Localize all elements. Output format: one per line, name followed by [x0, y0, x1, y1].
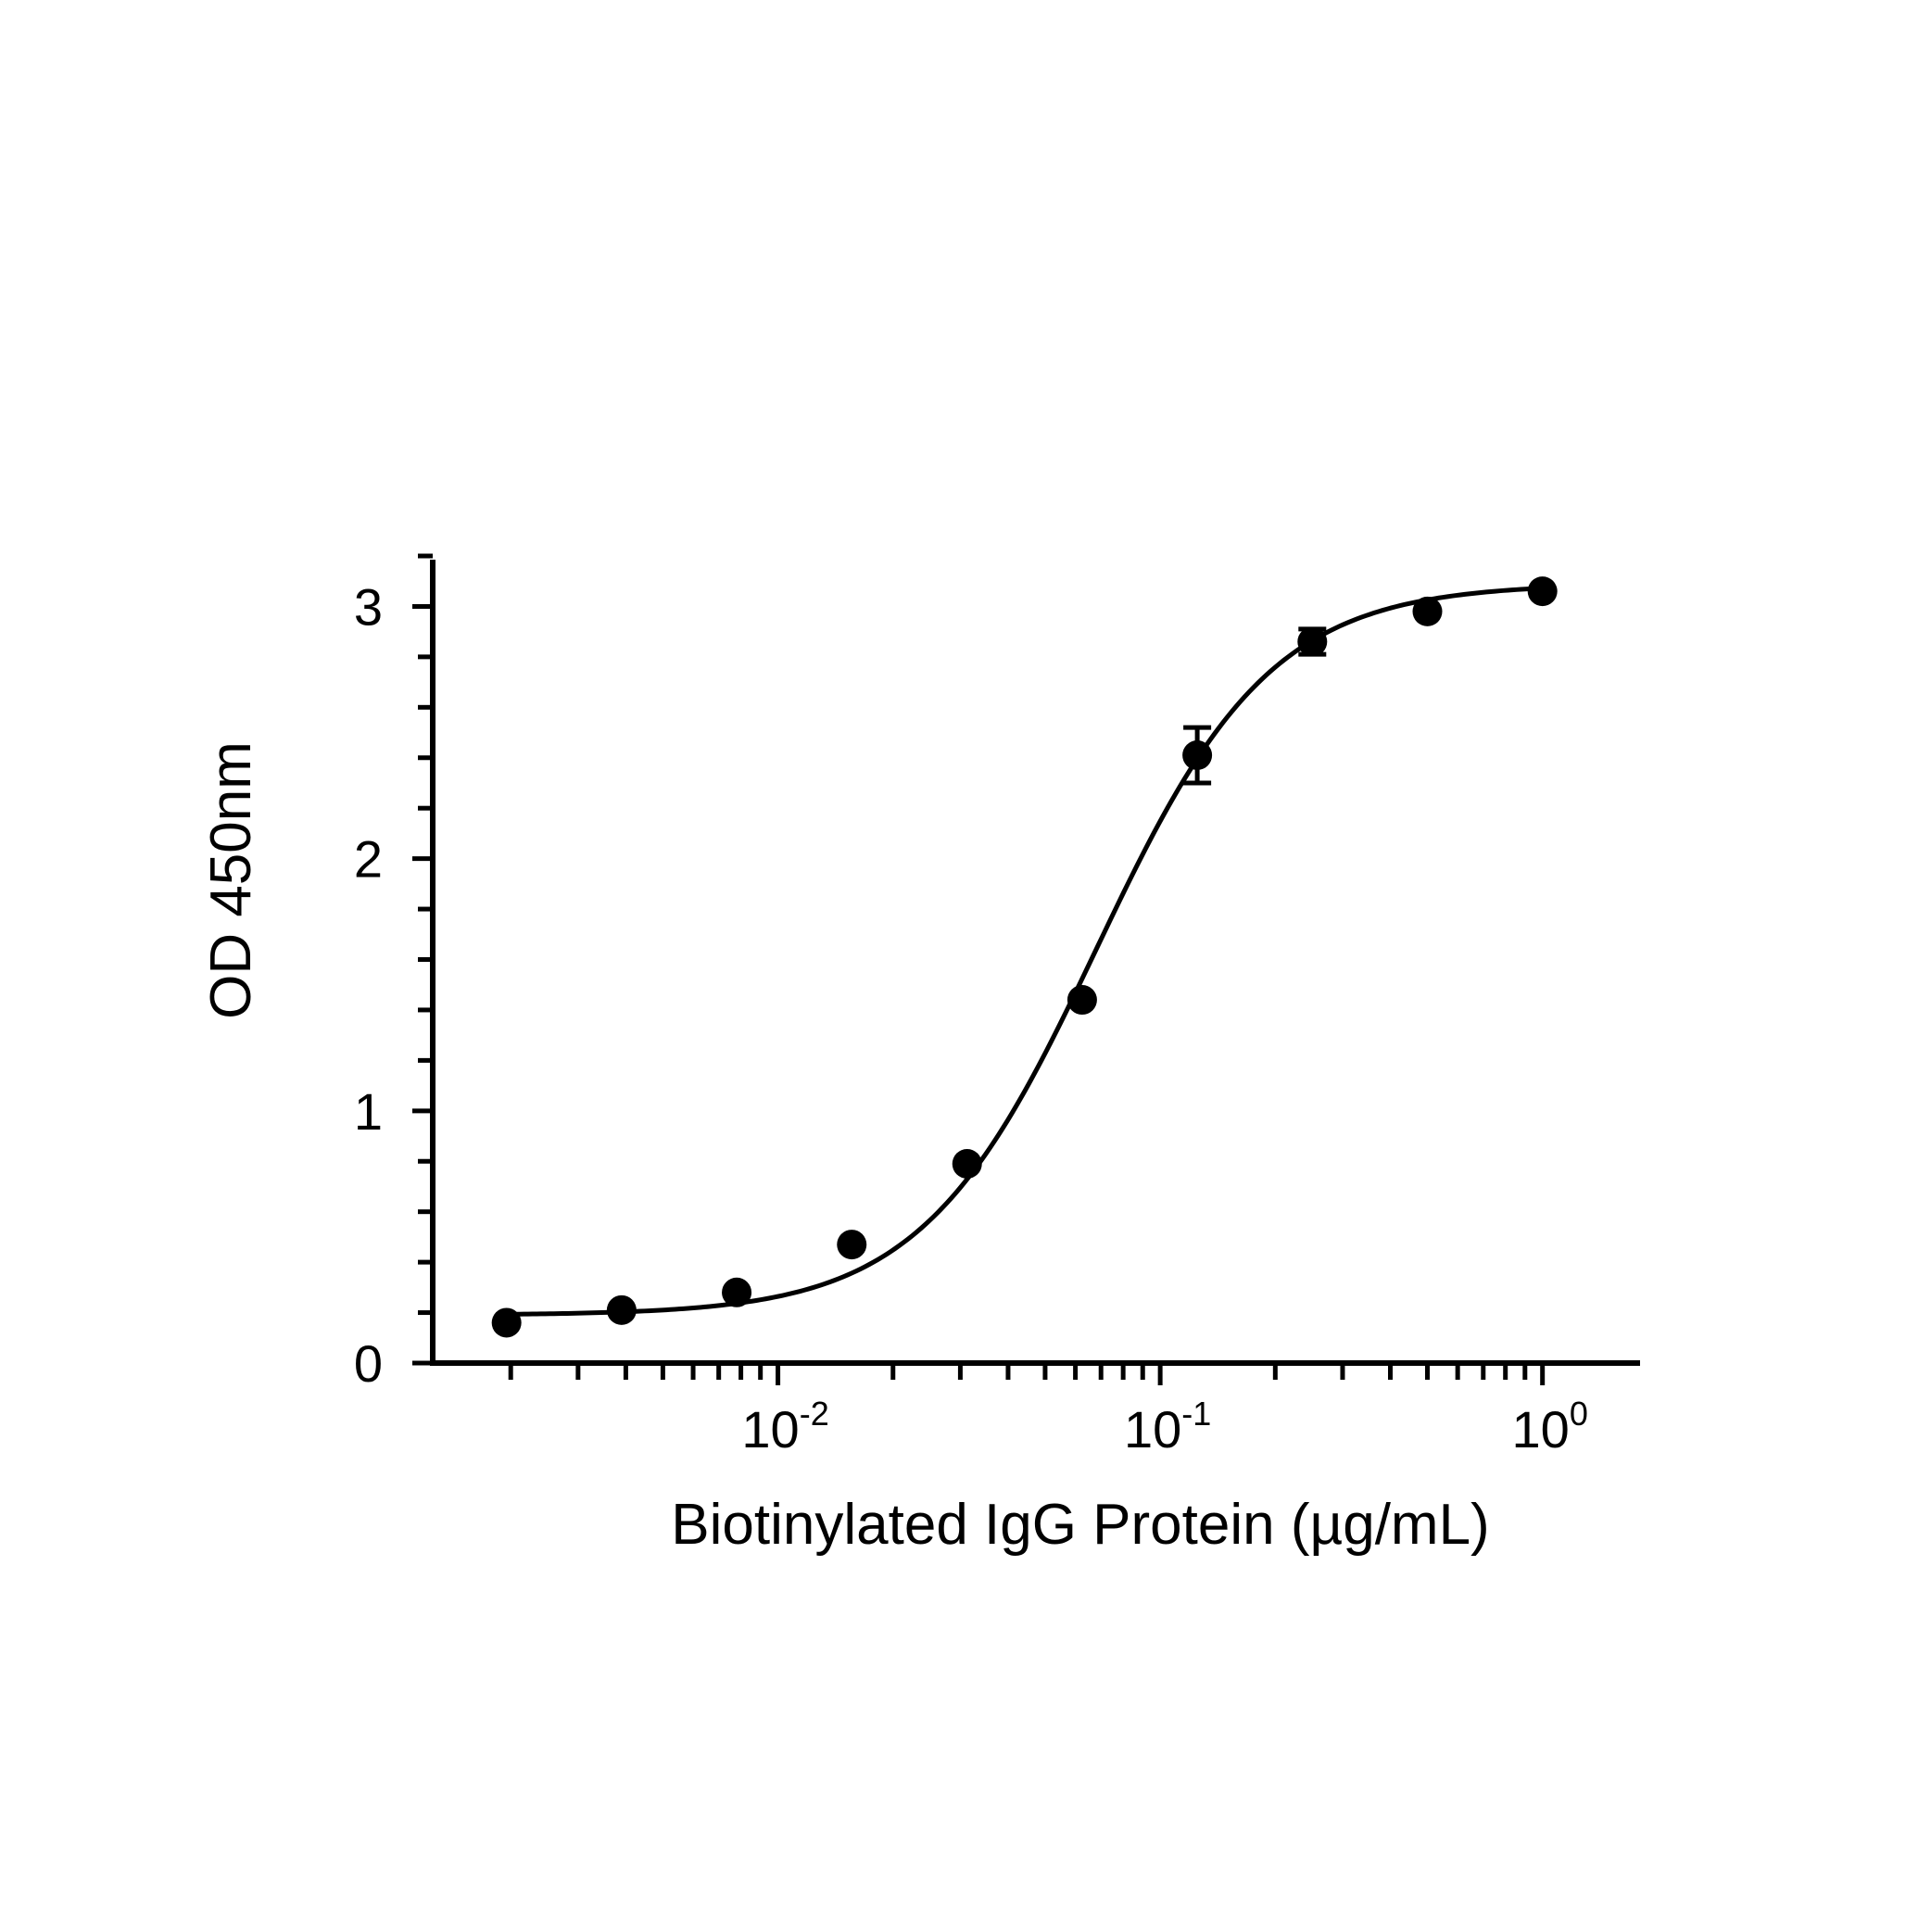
axes-layer	[430, 560, 1640, 1366]
x-tick-label-exponent: -2	[800, 1395, 829, 1433]
data-point	[1182, 740, 1213, 771]
data-point	[1527, 576, 1558, 607]
data-point	[722, 1277, 752, 1307]
fit-curve	[506, 586, 1543, 1317]
data-point	[952, 1148, 982, 1179]
data-point	[837, 1230, 867, 1260]
x-tick-label-exponent: 0	[1570, 1395, 1588, 1433]
data-point	[606, 1294, 637, 1325]
x-axis-title: Biotinylated IgG Protein (µg/mL)	[671, 1493, 1489, 1557]
x-tick-label-base: 10	[1512, 1400, 1570, 1458]
fit-curve-layer	[506, 586, 1543, 1317]
data-point-layer	[491, 576, 1558, 1338]
x-tick-label: 10-2	[741, 1395, 828, 1458]
y-axis-title: OD 450nm	[199, 741, 263, 1019]
y-tick-label: 3	[354, 577, 383, 636]
y-tick-label: 2	[354, 830, 383, 889]
data-point	[1066, 985, 1097, 1016]
y-tick-label: 1	[354, 1082, 383, 1141]
data-point	[1412, 596, 1443, 626]
y-tick-label: 0	[354, 1334, 383, 1393]
x-tick-label-base: 10	[741, 1400, 799, 1458]
data-point	[1297, 626, 1328, 657]
x-tick-label: 100	[1512, 1395, 1588, 1458]
x-tick-label-base: 10	[1124, 1400, 1181, 1458]
data-point	[491, 1307, 522, 1338]
tick-layer	[412, 553, 1546, 1385]
x-tick-label-exponent: -1	[1181, 1395, 1211, 1433]
x-tick-label: 10-1	[1124, 1395, 1211, 1458]
